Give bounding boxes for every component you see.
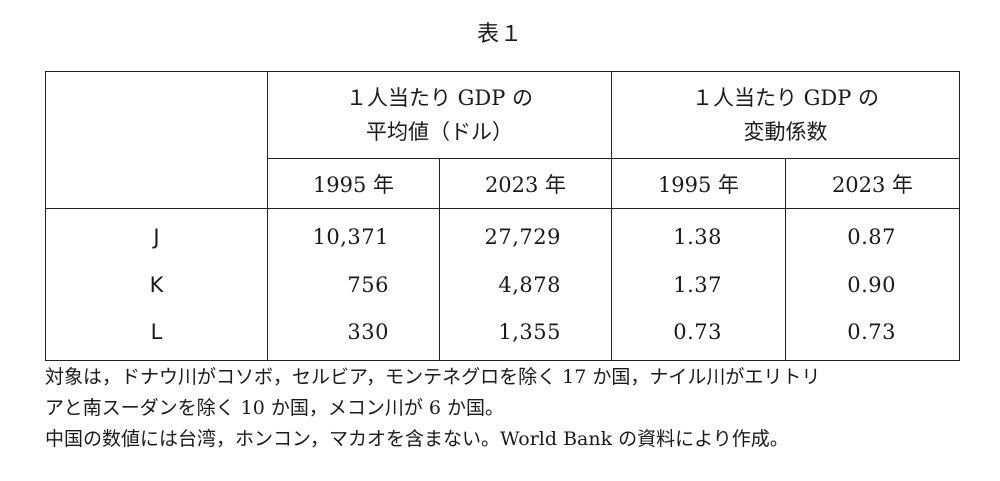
table-notes: 対象は，ドナウ川がコソボ，セルビア，モンテネグロを除く 17 か国，ナイル川がエ… — [45, 362, 975, 455]
corner-cell — [45, 71, 268, 209]
header-gdp-cv: １人当たり GDP の 変動係数 — [611, 71, 960, 159]
cell-cv-2023: 0.73 — [785, 309, 960, 361]
cell-cv-1995: 1.37 — [611, 260, 786, 309]
cell-cv-2023: 0.90 — [785, 260, 960, 309]
cell-cv-2023: 0.87 — [785, 208, 960, 260]
table-row: J 10,371 27,729 1.38 0.87 — [45, 208, 960, 260]
note-line-3: 中国の数値には台湾，ホンコン，マカオを含まない。World Bank の資料によ… — [45, 428, 789, 450]
header-gdp-mean: １人当たり GDP の 平均値（ドル） — [267, 71, 612, 159]
data-table: １人当たり GDP の 平均値（ドル） １人当たり GDP の 変動係数 199… — [45, 71, 960, 361]
header-cv-1995: 1995 年 — [611, 158, 786, 209]
cell-gdp-2023: 27,729 — [439, 208, 612, 260]
header-gdp-mean-line2: 平均値（ドル） — [366, 120, 513, 144]
note-line-1: 対象は，ドナウ川がコソボ，セルビア，モンテネグロを除く 17 か国，ナイル川がエ… — [45, 366, 821, 388]
cell-gdp-1995: 756 — [267, 260, 440, 309]
cell-cv-1995: 0.73 — [611, 309, 786, 361]
header-gdp-cv-line2: 変動係数 — [743, 120, 828, 144]
table-row: K 756 4,878 1.37 0.90 — [45, 260, 960, 309]
cell-gdp-2023: 4,878 — [439, 260, 612, 309]
table-title: 表１ — [476, 22, 523, 47]
table-row: L 330 1,355 0.73 0.73 — [45, 309, 960, 361]
cell-cv-1995: 1.38 — [611, 208, 786, 260]
header-gdp-mean-line1: １人当たり GDP の — [345, 86, 534, 110]
cell-gdp-1995: 330 — [267, 309, 440, 361]
row-label: J — [45, 208, 268, 260]
header-cv-2023: 2023 年 — [785, 158, 960, 209]
header-gdp-cv-line1: １人当たり GDP の — [691, 86, 880, 110]
row-label: K — [45, 260, 268, 309]
row-label: L — [45, 309, 268, 361]
cell-gdp-2023: 1,355 — [439, 309, 612, 361]
cell-gdp-1995: 10,371 — [267, 208, 440, 260]
note-line-2: アと南スーダンを除く 10 か国，メコン川が 6 か国。 — [45, 397, 505, 419]
header-gdp-1995: 1995 年 — [267, 158, 440, 209]
header-gdp-2023: 2023 年 — [439, 158, 612, 209]
